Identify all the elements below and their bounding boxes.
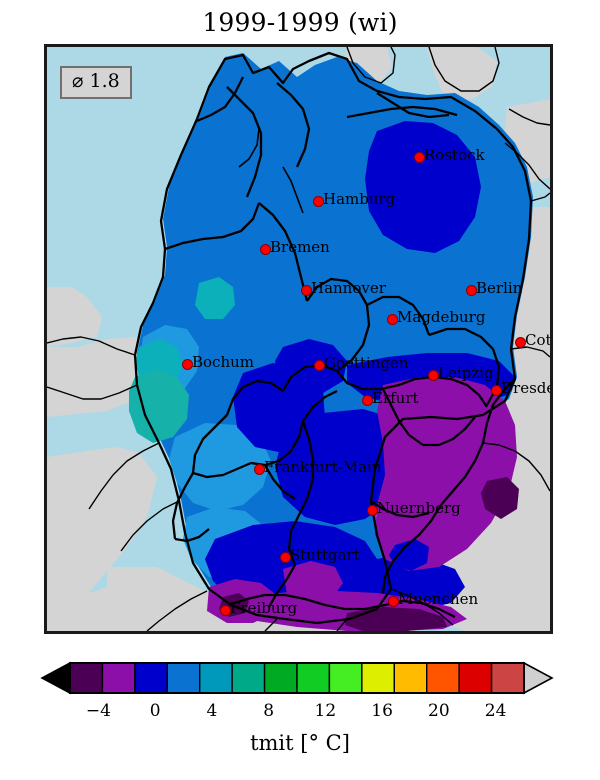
colorbar-segment: [199, 662, 233, 694]
colorbar-segment: [393, 662, 428, 694]
city-dot-icon: [362, 395, 373, 406]
temp-band-purple-schwaben: [283, 561, 343, 603]
colorbar-segment: [490, 662, 525, 694]
city-dot-icon: [280, 552, 291, 563]
colorbar-segment: [231, 662, 266, 694]
temp-band-purple-bavaria: [375, 377, 517, 571]
city-label: Bremen: [270, 238, 330, 256]
colorbar-tick-label: 16: [371, 701, 393, 721]
city-dot-icon: [515, 337, 526, 348]
city-label: Magdeburg: [397, 308, 486, 326]
colorbar-frame: [69, 662, 525, 694]
colorbar-over-arrow: [523, 661, 554, 695]
city-label: Dresden: [501, 379, 550, 397]
colorbar-segment: [458, 662, 493, 694]
colorbar-tick-labels: −4 0 4 8 12 16 20 24: [0, 701, 600, 727]
city-label: Nuernberg: [377, 499, 461, 517]
colorbar-segment: [296, 662, 331, 694]
temp-band-darkpurple-alps: [345, 607, 447, 631]
colorbar-segment: [263, 662, 298, 694]
city-label: Muenchen: [398, 590, 479, 608]
city-label: Frankfurt-Main: [264, 458, 382, 476]
colorbar-segment: [134, 662, 168, 694]
colorbar-swatches[interactable]: [0, 655, 600, 701]
city-dot-icon: [220, 605, 231, 616]
colorbar-tick-label: 24: [484, 701, 507, 721]
city-label: Berlin: [476, 279, 523, 297]
colorbar-segment: [328, 662, 363, 694]
city-label: Stuttgart: [290, 546, 360, 564]
colorbar-segment: [101, 662, 136, 694]
city-label: Hannover: [311, 279, 386, 297]
colorbar-tick-label: 20: [428, 701, 450, 721]
colorbar[interactable]: −4 0 4 8 12 16 20 24 tmit [° C]: [0, 655, 600, 775]
map-borders: [47, 47, 550, 631]
colorbar-segment: [166, 662, 201, 694]
city-dot-icon: [466, 285, 477, 296]
city-label: Erfurt: [372, 389, 419, 407]
colorbar-under-arrow: [40, 661, 71, 695]
temp-band-darkblue-ne: [365, 121, 481, 253]
colorbar-tick-label: −4: [85, 701, 111, 721]
colorbar-variable-name: tmit: [250, 731, 294, 755]
city-dot-icon: [367, 505, 378, 516]
temp-band-blue-pocket-munich: [389, 539, 429, 571]
temp-band-teal-hannover: [195, 277, 235, 319]
colorbar-tick-label: 8: [263, 701, 275, 721]
temp-band-lightblue-center: [169, 423, 271, 511]
map-panel[interactable]: Rostock Hamburg Bremen Hannover Berlin Magdeb…: [44, 44, 553, 634]
city-label: Leipzig: [438, 364, 494, 382]
city-dot-icon: [388, 596, 399, 607]
city-dot-icon: [301, 285, 312, 296]
city-dot-icon: [414, 152, 425, 163]
mean-annotation: ⌀ 1.8: [60, 66, 132, 99]
colorbar-tick-label: 0: [149, 701, 161, 721]
city-dot-icon: [313, 196, 324, 207]
city-label: Bochum: [192, 353, 254, 371]
map-canvas: [47, 47, 550, 631]
colorbar-units: [° C]: [293, 731, 350, 755]
city-dot-icon: [387, 314, 398, 325]
city-label: Cottbus: [525, 331, 552, 349]
city-dot-icon: [260, 244, 271, 255]
city-dot-icon: [428, 370, 439, 381]
colorbar-tick-label: 4: [206, 701, 218, 721]
city-label: Goettingen: [324, 354, 409, 372]
colorbar-segment: [69, 662, 104, 694]
temp-band-teal-bochum: [129, 369, 189, 443]
city-label: Rostock: [424, 146, 485, 164]
colorbar-segment: [426, 662, 460, 694]
city-label: Hamburg: [323, 190, 396, 208]
page-title: 1999-1999 (wi): [202, 8, 398, 37]
colorbar-segment: [361, 662, 395, 694]
colorbar-tick-label: 12: [314, 701, 337, 721]
city-dot-icon: [314, 360, 325, 371]
temp-band-darkpurple-bayerwald: [481, 477, 519, 519]
city-dot-icon: [254, 464, 265, 475]
colorbar-axis-label: tmit [° C]: [0, 731, 600, 755]
city-dot-icon: [491, 385, 502, 396]
city-dot-icon: [182, 359, 193, 370]
city-label: Freiburg: [230, 599, 298, 617]
